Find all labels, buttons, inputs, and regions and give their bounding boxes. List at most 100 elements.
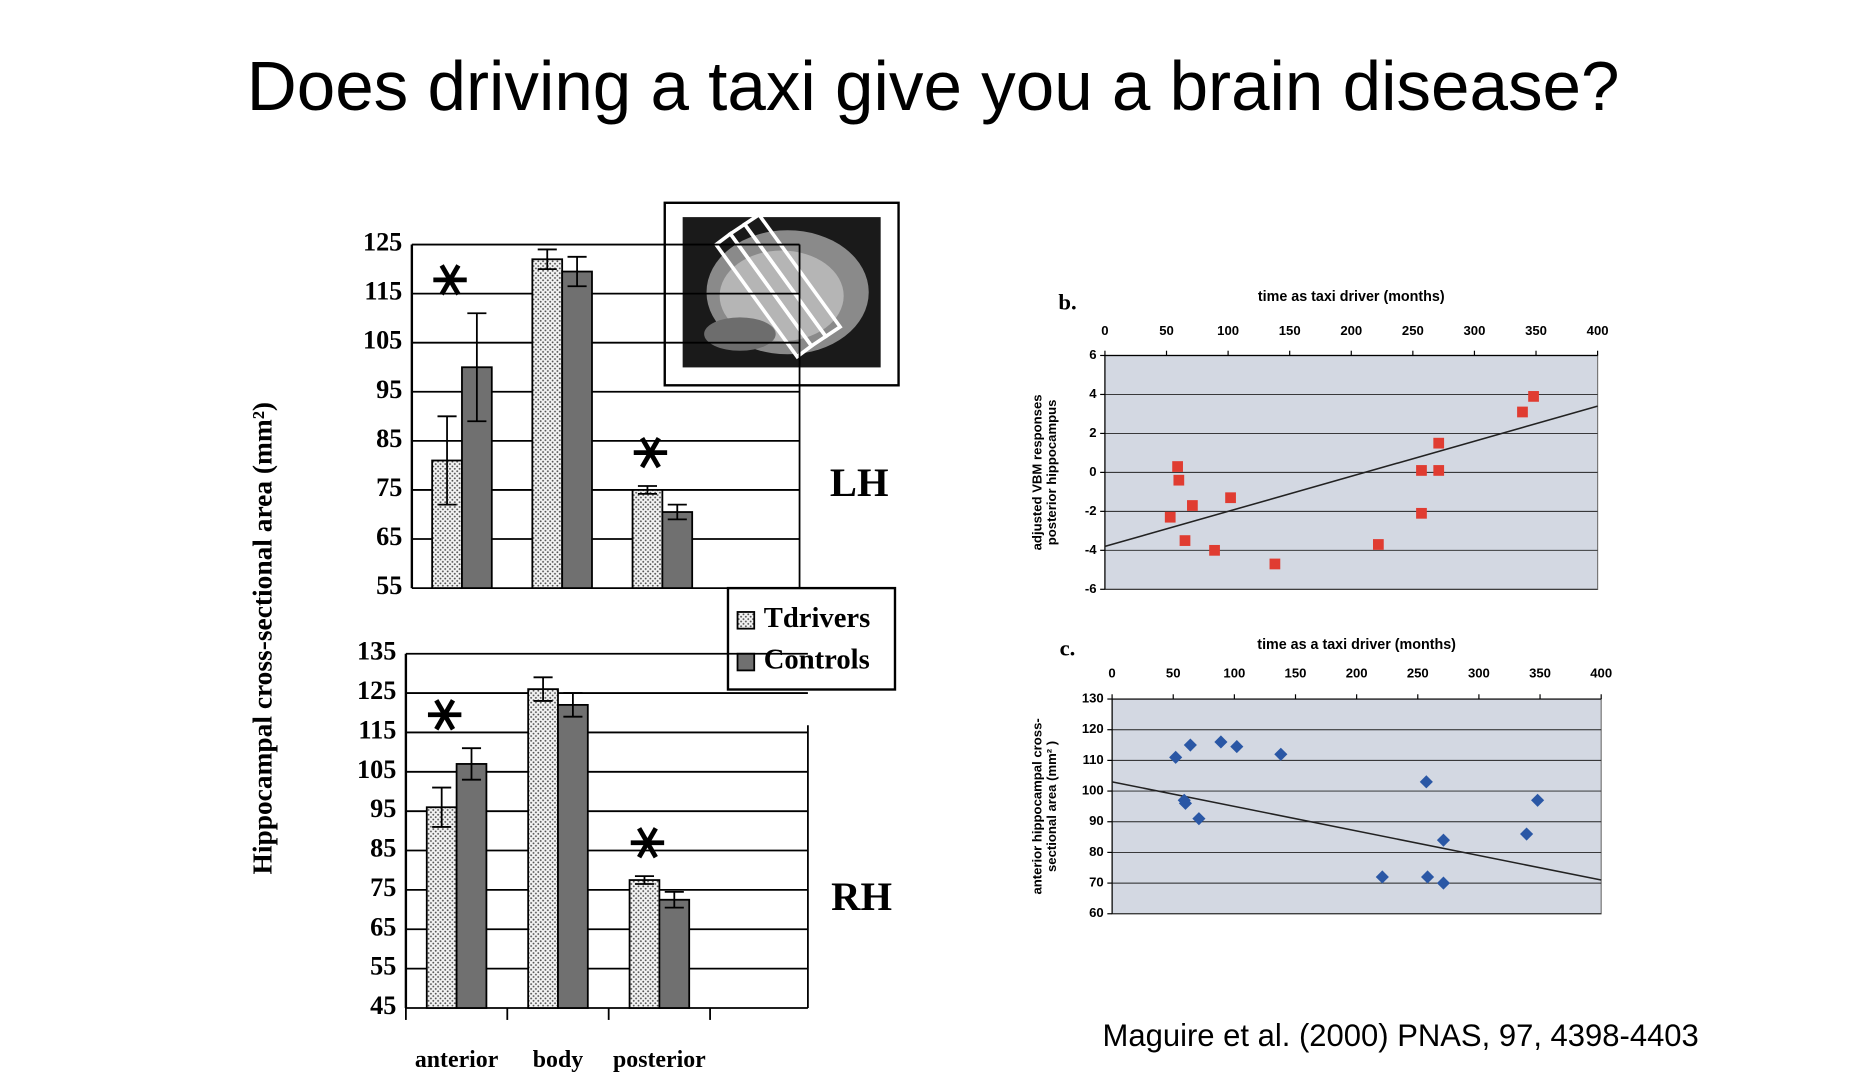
- bar: [631, 489, 664, 589]
- point: [1178, 796, 1193, 810]
- significance-marker: [434, 699, 456, 731]
- legend-box: [726, 586, 897, 691]
- y-axis-label: Hippocampal cross-sectional area (mm²): [247, 402, 277, 875]
- x-tick-label: 200: [1340, 323, 1362, 338]
- point: [1372, 539, 1384, 550]
- panel-label: b.: [1058, 289, 1076, 314]
- y-tick-label: 4: [1089, 386, 1097, 401]
- significance-marker: [439, 264, 461, 296]
- x-tick-label: 50: [1159, 323, 1174, 338]
- point: [1172, 461, 1183, 472]
- bar: [557, 703, 589, 1009]
- point: [1173, 474, 1185, 486]
- point: [1225, 492, 1236, 504]
- y-axis-label: adjusted VBM responses: [1030, 394, 1045, 550]
- y-tick-label: 2: [1089, 425, 1096, 440]
- bar-chart: 45 55 65 75 85 95 105 115 125 135 anterior body post…: [357, 637, 892, 1073]
- x-tick-label: 400: [1587, 323, 1609, 338]
- y-tick-label: 55: [370, 952, 396, 981]
- bar-chart: 55 65 75 85 95 105 115 125 LH Hippocampal cross-s…: [247, 228, 897, 875]
- point: [1416, 465, 1427, 476]
- y-tick-label: 95: [370, 794, 396, 823]
- point: [1433, 465, 1445, 476]
- y-tick-label: 105: [363, 326, 402, 355]
- legend-label: Tdrivers: [764, 602, 870, 634]
- point: [1436, 833, 1451, 847]
- y-tick-label: 80: [1089, 844, 1104, 859]
- significance-marker: [637, 827, 658, 859]
- point: [1164, 511, 1176, 523]
- significance-marker: [640, 436, 661, 469]
- x-tick-label: 300: [1464, 323, 1486, 338]
- y-tick-label: 100: [1082, 783, 1104, 798]
- point: [1420, 870, 1435, 884]
- point: [1192, 812, 1206, 826]
- x-tick-label: 350: [1525, 323, 1547, 338]
- panel-label: LH: [830, 460, 889, 505]
- x-tick-label: 200: [1346, 665, 1368, 680]
- bar: [425, 806, 458, 1009]
- y-tick-label: 135: [357, 637, 396, 666]
- x-axis-label: time as a taxi driver (months): [1257, 637, 1456, 653]
- x-tick-label: body: [533, 1047, 583, 1073]
- point: [1528, 391, 1539, 402]
- y-tick-label: 105: [357, 755, 396, 784]
- x-tick-label: 300: [1468, 665, 1490, 680]
- x-tick-label: 50: [1166, 665, 1181, 680]
- y-tick-label: 90: [1089, 813, 1104, 828]
- x-tick-label: 400: [1590, 665, 1612, 680]
- bar: [561, 270, 593, 589]
- y-axis-label: anterior hippocampal cross-: [1030, 718, 1045, 894]
- x-tick-label: 250: [1407, 665, 1429, 680]
- y-tick-label: 45: [370, 991, 396, 1020]
- legend-swatch: [736, 611, 756, 630]
- x-tick-label: 350: [1529, 665, 1551, 680]
- bar: [461, 366, 493, 589]
- bar: [527, 688, 559, 1009]
- y-tick-label: 85: [370, 834, 396, 863]
- point: [1375, 870, 1389, 884]
- x-tick-label: 0: [1108, 665, 1115, 680]
- point: [1209, 544, 1220, 556]
- citation: Maguire et al. (2000) PNAS, 97, 4398-440…: [1103, 1018, 1699, 1053]
- point: [1169, 750, 1183, 764]
- point: [1436, 876, 1451, 890]
- y-tick-label: 75: [370, 873, 396, 902]
- x-tick-label: 100: [1223, 665, 1245, 680]
- y-tick-label: 75: [376, 473, 402, 502]
- slide-title: Does driving a taxi give you a brain dis…: [247, 47, 1620, 125]
- point: [1517, 406, 1528, 418]
- y-tick-label: 55: [376, 571, 402, 600]
- point: [1416, 507, 1427, 519]
- legend-swatch: [736, 652, 756, 672]
- y-tick-label: 115: [358, 715, 396, 744]
- y-tick-label: 60: [1089, 905, 1104, 920]
- y-tick-label: 115: [364, 277, 402, 306]
- y-tick-label: 120: [1082, 721, 1104, 736]
- point: [1520, 827, 1534, 841]
- point: [1274, 747, 1288, 761]
- point: [1269, 558, 1281, 570]
- point: [1419, 775, 1433, 789]
- point: [1214, 735, 1228, 749]
- y-tick-label: 85: [376, 424, 402, 453]
- bar: [658, 898, 691, 1009]
- x-tick-label: 150: [1285, 665, 1307, 680]
- y-tick-label: 6: [1089, 347, 1096, 362]
- x-tick-label: 0: [1101, 323, 1108, 338]
- y-tick-label: 65: [370, 912, 396, 941]
- panel-label: c.: [1060, 635, 1076, 660]
- y-tick-label: 125: [363, 228, 402, 257]
- y-tick-label: -4: [1085, 542, 1097, 557]
- trendline: [1111, 781, 1602, 881]
- point: [1183, 738, 1197, 752]
- x-tick-label: posterior: [613, 1047, 706, 1073]
- y-axis-label: sectional area (mm² ): [1044, 741, 1059, 872]
- y-tick-label: 0: [1089, 464, 1096, 479]
- bar: [531, 258, 564, 589]
- point: [1179, 535, 1191, 546]
- bar: [455, 763, 488, 1009]
- y-tick-label: -2: [1085, 503, 1097, 518]
- panel-label: RH: [831, 874, 892, 919]
